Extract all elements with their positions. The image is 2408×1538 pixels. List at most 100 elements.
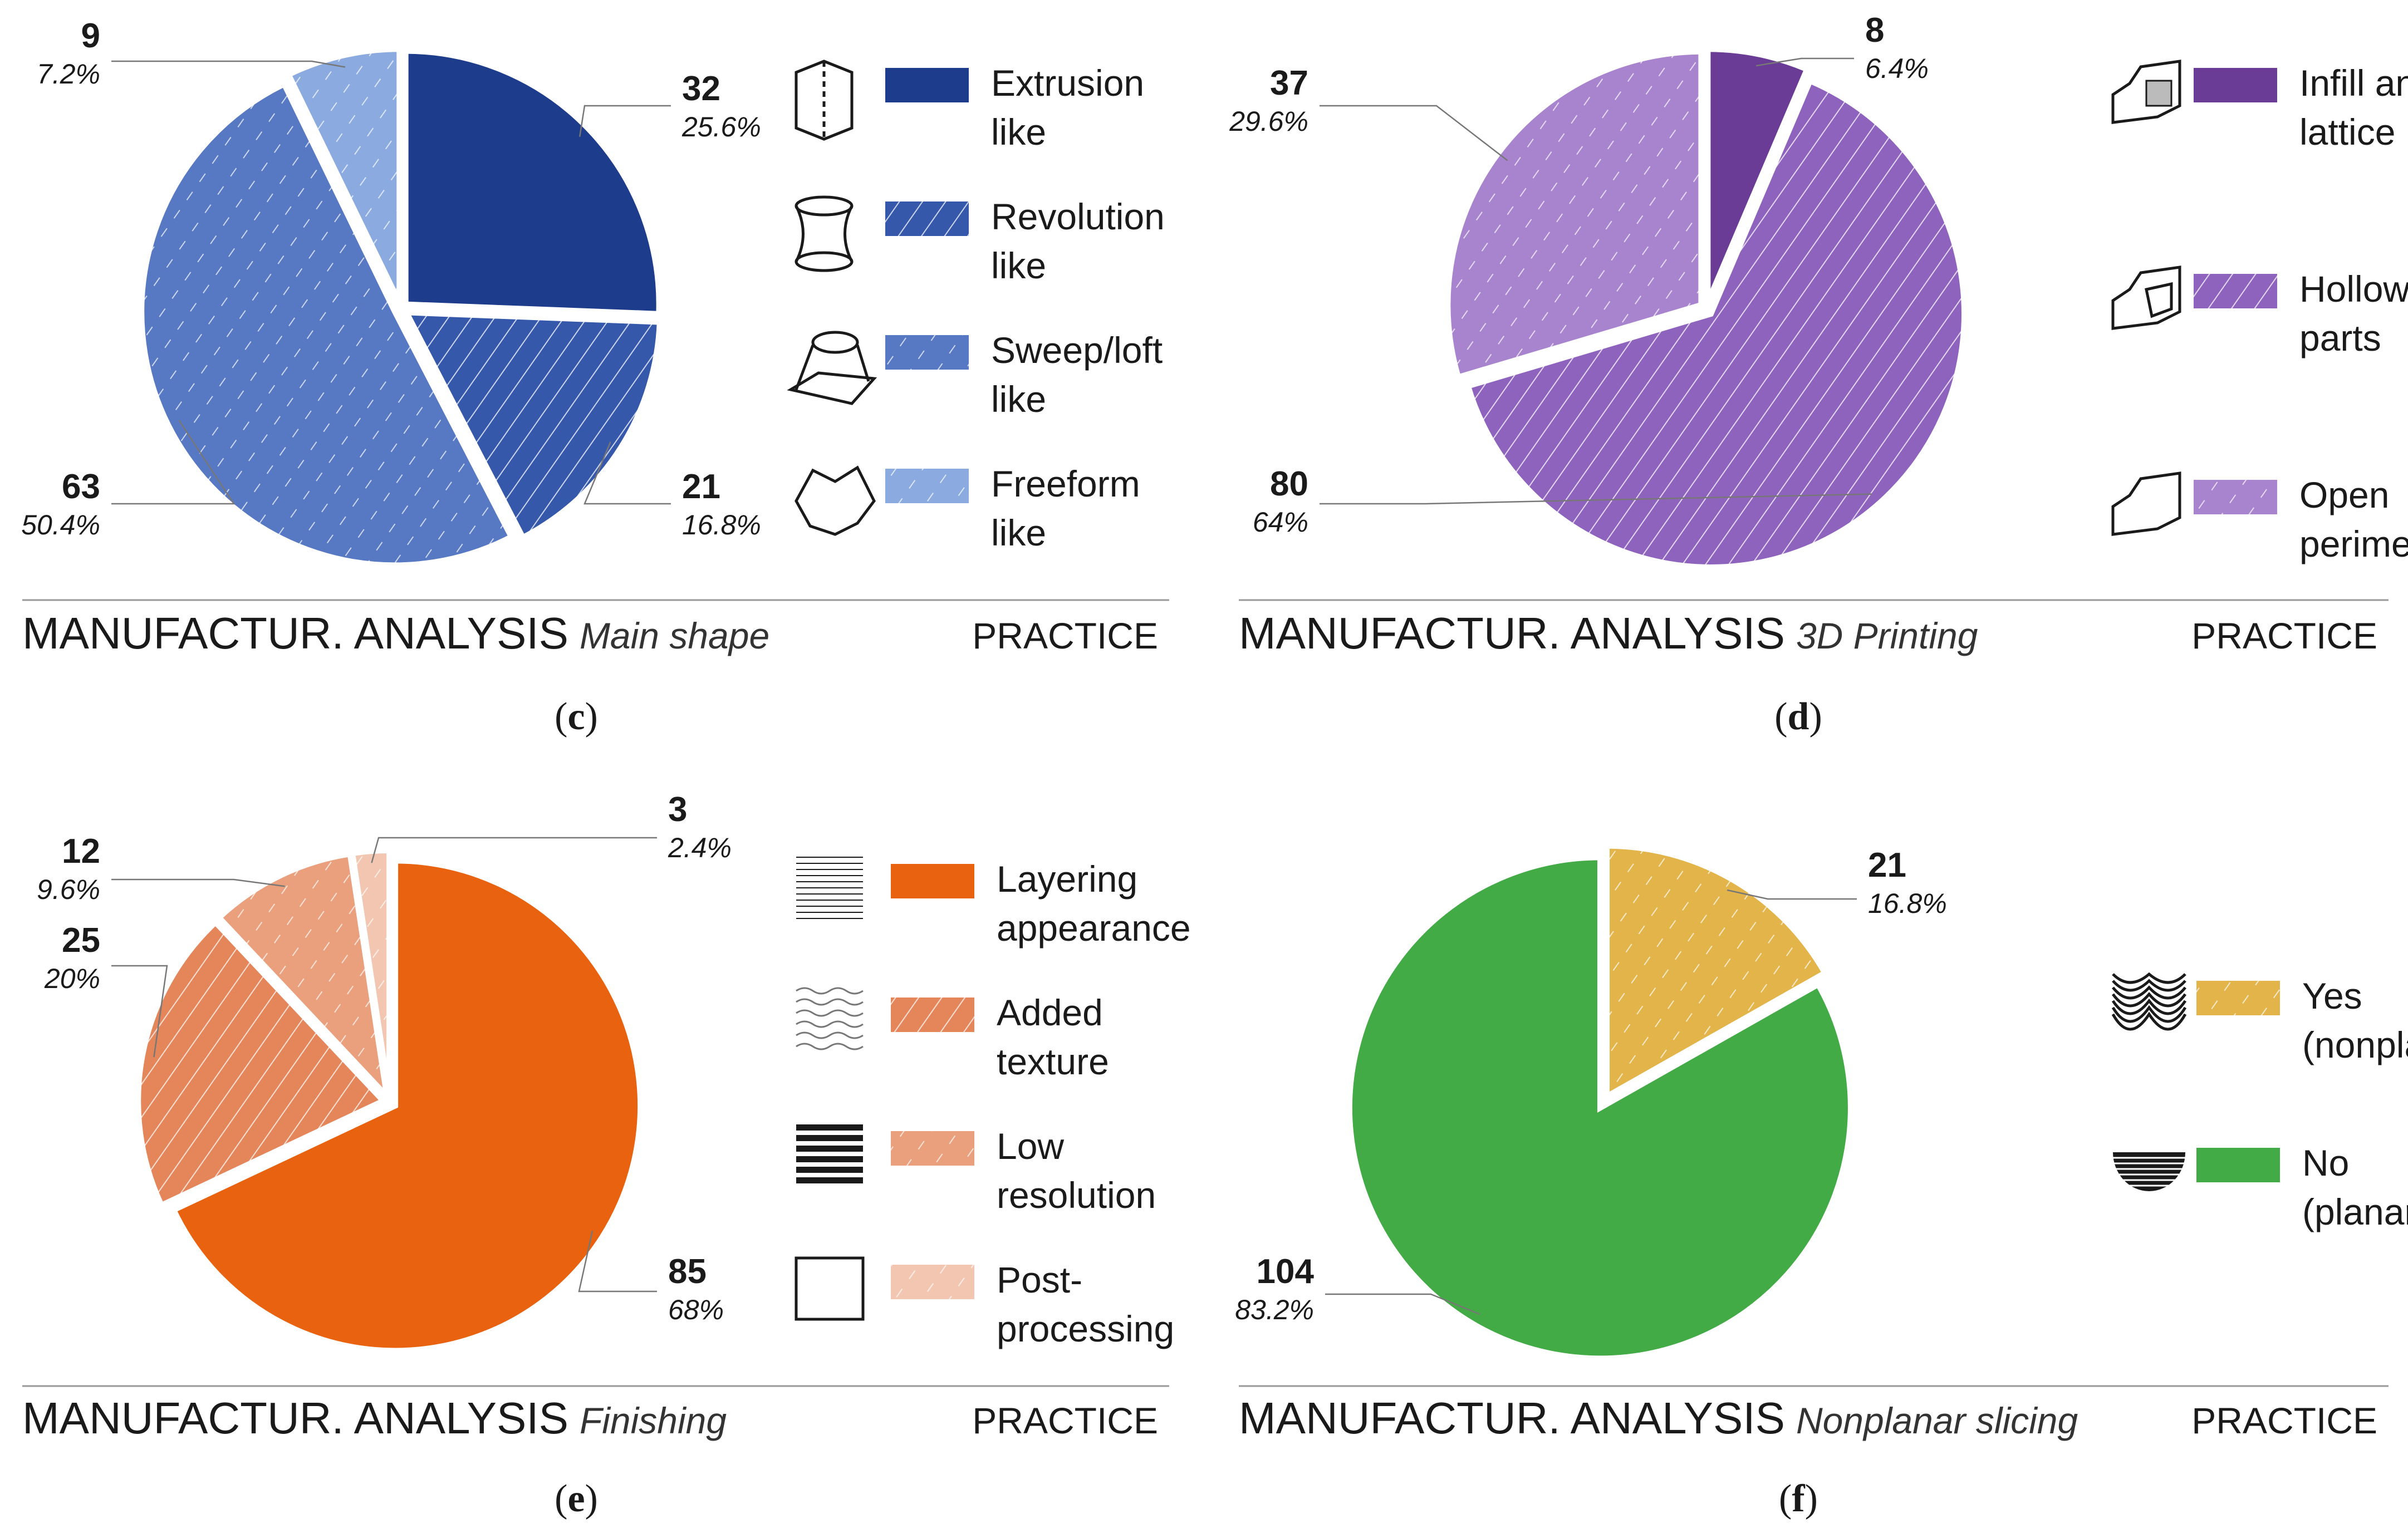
legend-swatch-c-1	[885, 202, 969, 236]
flat-layers-icon	[2113, 1152, 2185, 1191]
legend-label-e-1-0: Added	[997, 992, 1103, 1033]
legend-swatch-d-0	[2194, 68, 2277, 102]
legend-label-c-2-1: like	[991, 379, 1046, 420]
legend-swatch-d-2	[2194, 480, 2277, 514]
slice-percent-label-f-0: 16.8%	[1868, 888, 1947, 919]
hollow-chair-icon	[2111, 266, 2181, 330]
chart-title-c: MANUFACTUR. ANALYSIS Main shape	[22, 608, 769, 658]
leader-line-c-1	[583, 441, 671, 505]
legend-swatch-e-1	[891, 998, 974, 1032]
slice-value-label-d-0: 8	[1865, 11, 1884, 50]
pie-slice-c-0	[403, 48, 662, 317]
open-chair-icon	[2111, 471, 2181, 536]
leader-line-d-1	[1320, 493, 1872, 505]
prism-icon	[795, 60, 854, 141]
legend-swatch-e-0	[891, 864, 974, 898]
pie-slice-e-0	[170, 858, 644, 1354]
slice-value-label-f-0: 21	[1868, 846, 1906, 885]
panel-caption-e: (e)	[555, 1477, 598, 1520]
pie-slice-e-1	[135, 918, 388, 1209]
panel-caption-c: (c)	[555, 695, 598, 738]
chart-practice-label-d: PRACTICE	[2191, 615, 2377, 656]
legend-label-d-1-0: Hollowed	[2299, 268, 2408, 309]
slice-percent-label-f-1: 83.2%	[1235, 1294, 1314, 1325]
legend-swatch-e-2	[891, 1131, 974, 1166]
legend-label-e-3-1: processing	[997, 1308, 1174, 1349]
legend-label-e-3-0: Post-	[997, 1259, 1082, 1300]
leader-line-e-2	[111, 878, 285, 887]
leader-line-e-1	[111, 965, 168, 1058]
leader-line-c-3	[111, 60, 346, 68]
pie-slice-d-2	[1445, 48, 1704, 381]
legend-label-f-0-1: (nonplanar)	[2302, 1024, 2408, 1065]
thick-lines-icon	[796, 1124, 863, 1183]
pie-panel-d: 86.4% Infill and lattice 80 64% Hollowed parts…	[1229, 11, 2408, 738]
legend-label-c-2-0: Sweep/loft	[991, 330, 1163, 371]
curved-layers-icon	[2111, 972, 2187, 1031]
wave-texture-icon	[796, 987, 864, 1050]
slice-value-label-c-3: 9	[81, 17, 100, 55]
slice-value-label-d-1: 80	[1270, 465, 1308, 503]
legend-label-f-1-1: (planar)	[2302, 1191, 2408, 1232]
legend-swatch-c-3	[885, 469, 969, 503]
slice-percent-label-c-0: 25.6%	[681, 111, 761, 143]
legend-label-c-1-0: Revolution	[991, 196, 1165, 237]
lattice-chair-icon	[2111, 60, 2181, 124]
chart-practice-label-e: PRACTICE	[972, 1400, 1158, 1441]
legend-label-d-0-0: Infill and	[2299, 62, 2408, 104]
legend-label-e-0-1: appearance	[997, 907, 1191, 949]
legend-label-d-2-1: perimeters	[2299, 523, 2408, 564]
pie-slice-c-1	[401, 309, 663, 542]
slice-value-label-e-3: 3	[668, 790, 687, 829]
leader-line-d-0	[1755, 57, 1854, 67]
legend-swatch-e-3	[891, 1265, 974, 1299]
empty-square-icon	[795, 1256, 865, 1321]
chart-title-f: MANUFACTUR. ANALYSIS Nonplanar slicing	[1239, 1393, 2078, 1443]
legend-swatch-c-2	[885, 335, 969, 370]
legend-label-e-0-0: Layering	[997, 858, 1137, 900]
pie-slice-e-3	[349, 848, 393, 1096]
chart-practice-label-f: PRACTICE	[2191, 1400, 2377, 1441]
legend-label-c-3-0: Freeform	[991, 463, 1140, 504]
legend-swatch-f-1	[2196, 1148, 2280, 1182]
legend-label-d-1-1: parts	[2299, 317, 2381, 358]
slice-value-label-c-1: 21	[682, 468, 720, 506]
legend-label-c-1-1: like	[991, 245, 1046, 286]
legend-label-c-3-1: like	[991, 512, 1046, 553]
legend-swatch-d-1	[2194, 274, 2277, 308]
legend-swatch-c-0	[885, 68, 969, 102]
legend-label-c-0-0: Extrusion	[991, 62, 1144, 104]
leader-line-c-2	[111, 420, 236, 505]
leader-line-f-1	[1325, 1293, 1480, 1315]
slice-percent-label-e-2: 9.6%	[37, 874, 100, 905]
slice-percent-label-e-3: 2.4%	[668, 832, 732, 863]
leader-line-f-0	[1727, 889, 1857, 900]
legend-label-d-2-0: Open	[2299, 474, 2389, 515]
slice-percent-label-c-1: 16.8%	[682, 509, 761, 540]
pie-slice-e-2	[215, 851, 391, 1105]
pie-slice-f-0	[1604, 843, 1829, 1102]
pie-slice-d-0	[1705, 46, 1811, 304]
legend-label-f-1-0: No	[2302, 1142, 2349, 1183]
slice-percent-label-c-2: 50.4%	[21, 509, 100, 540]
legend-label-e-2-1: resolution	[997, 1175, 1156, 1216]
slice-value-label-c-2: 63	[62, 468, 100, 506]
layer-lines-icon	[796, 857, 863, 919]
leader-line-d-2	[1320, 105, 1508, 161]
freeform-icon	[795, 465, 876, 536]
slice-value-label-f-1: 104	[1257, 1252, 1315, 1291]
pie-slice-f-1	[1346, 854, 1853, 1362]
legend-label-d-0-1: lattice	[2299, 111, 2395, 153]
slice-percent-label-e-1: 20%	[44, 963, 100, 994]
chart-practice-label-c: PRACTICE	[972, 615, 1158, 656]
chart-title-e: MANUFACTUR. ANALYSIS Finishing	[22, 1393, 727, 1443]
pie-slice-c-2	[139, 80, 516, 568]
slice-value-label-d-2: 37	[1270, 64, 1308, 102]
slice-percent-label-d-0: 6.4%	[1865, 53, 1929, 84]
slice-percent-label-d-1: 64%	[1253, 507, 1308, 538]
slice-value-label-e-1: 25	[62, 921, 100, 960]
